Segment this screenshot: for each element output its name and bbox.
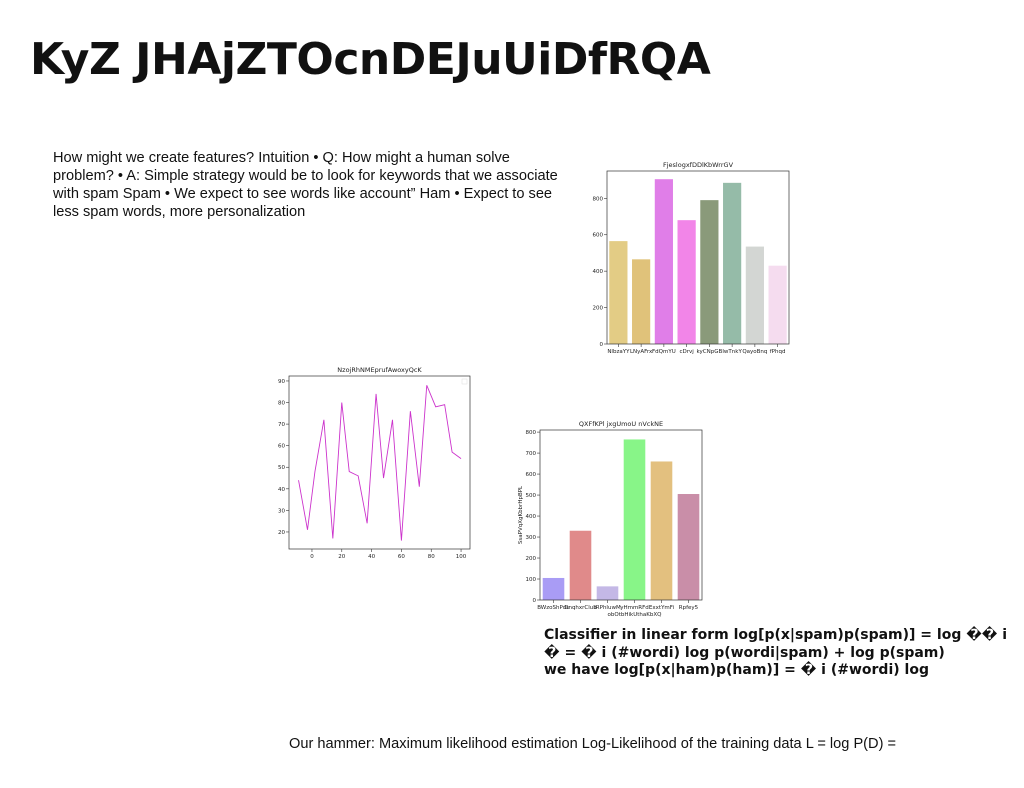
x-tick-label: LNyAFrx — [630, 349, 653, 355]
y-tick-label: 400 — [526, 514, 537, 520]
legend-box — [461, 378, 468, 385]
y-tick-label: 500 — [526, 493, 537, 499]
formula-line: we have log[p(x|ham)p(ham)] = � i (#word… — [544, 662, 929, 678]
x-tick-label: ExxtYmFi — [649, 605, 675, 611]
x-tick-label: DnqhxrClub — [564, 605, 597, 611]
x-tick-label-part: ExxtYmFi — [649, 605, 675, 611]
x-tick-label-part: yHmmRFd — [620, 605, 649, 611]
bar — [569, 530, 592, 600]
formula-line: Classifier in linear form log[p(x|spam)p… — [544, 627, 1008, 643]
bar — [623, 439, 646, 600]
x-tick-label: 60 — [398, 554, 405, 560]
x-tick-label: BWzoShPdu — [537, 605, 570, 611]
y-axis-label: SsaPVqXgKbbrHpBPL — [518, 485, 524, 544]
plot-frame — [606, 170, 790, 345]
slide-title: KyZ JHAjZTOcnDEJuUiDfRQA — [30, 34, 711, 85]
x-tick-label-part: FdQmYU — [652, 349, 676, 355]
x-tick-label: Rpfey5 — [679, 605, 699, 611]
bar — [596, 586, 619, 600]
x-tick-label: 80 — [428, 554, 435, 560]
y-tick-label: 0 — [600, 342, 604, 348]
chart-title: QXFfKPl jxgUmoU nVckNE — [579, 420, 663, 428]
y-tick-label: 40 — [278, 487, 285, 493]
line-series — [298, 385, 462, 541]
bar — [654, 179, 673, 344]
x-tick-label-part: fPhqd — [770, 349, 786, 355]
chart: FjeslogxfDDlKbWrrGV 0 200 400 600 800 NlbzaYY L… — [593, 161, 790, 355]
x-tick-label: cDrvj — [679, 349, 694, 355]
x-tick-label-part: BWzoShPdu — [537, 605, 570, 611]
y-tick-label: 60 — [278, 444, 285, 450]
y-tick-label: 20 — [278, 530, 285, 536]
y-tick-label: 50 — [278, 465, 285, 471]
y-tick-label: 600 — [526, 472, 537, 478]
x-tick-label-part: lRPhluwM — [594, 605, 621, 611]
x-tick-label-part: QayoBnq — [742, 349, 767, 355]
y-tick-label: 80 — [278, 401, 285, 407]
y-tick-label: 200 — [526, 556, 537, 562]
bar — [609, 241, 628, 344]
paragraph: How might we create features? Intuition … — [53, 150, 558, 220]
x-tick-label: 100 — [456, 554, 467, 560]
x-tick-label: 20 — [338, 554, 345, 560]
x-tick-label-part: Rpfey5 — [679, 605, 699, 611]
y-tick-label: 700 — [526, 451, 537, 457]
bar — [677, 494, 700, 600]
x-tick-label-part: cDrvj — [679, 349, 694, 355]
bar — [650, 461, 673, 600]
bar — [745, 246, 764, 344]
x-tick-label-part: NlbzaYY — [607, 349, 630, 355]
y-tick-label: 100 — [526, 577, 537, 583]
chart-title: FjeslogxfDDlKbWrrGV — [663, 161, 734, 169]
bar — [723, 182, 742, 344]
x-tick-label-part: DnqhxrClub — [564, 605, 597, 611]
chart: NzojRhNMEprufAwoxyQcK 20 30 40 50 60 70 80 90 0 20… — [278, 366, 471, 560]
x-tick-label: QayoBnq — [742, 349, 767, 355]
y-tick-label: 400 — [593, 269, 604, 275]
y-tick-label: 90 — [278, 379, 285, 385]
chart-title: NzojRhNMEprufAwoxyQcK — [337, 366, 422, 374]
x-tick-label: FdQmYU — [652, 349, 676, 355]
formula-line: � = � i (#wordi) log p(wordi|spam) + log… — [544, 644, 945, 661]
chart: QXFfKPl jxgUmoU nVckNE SsaPVqXgKbbrHpBPL 0… — [518, 420, 703, 618]
y-tick-label: 800 — [526, 430, 537, 436]
y-tick-label: 0 — [533, 598, 537, 604]
x-tick-label: fPhqd — [770, 349, 786, 355]
bar — [768, 265, 787, 344]
x-tick-label: lwTnkY — [722, 349, 742, 355]
x-tick-label-part: lwTnkY — [722, 349, 742, 355]
x-tick-label: yHmmRFd obOtbHikUthaKbXQ — [608, 605, 663, 618]
y-tick-label: 800 — [593, 196, 604, 202]
x-tick-label-part: kyCNpGB — [697, 349, 723, 355]
x-tick-label: 40 — [368, 554, 375, 560]
footer-text: Our hammer: Maximum likelihood estimatio… — [289, 736, 897, 752]
y-tick-label: 300 — [526, 535, 537, 541]
x-tick-label: 0 — [310, 554, 314, 560]
formula-block: Classifier in linear form log[p(x|spam)p… — [544, 627, 1007, 680]
y-tick-label: 70 — [278, 422, 285, 428]
bar — [677, 220, 696, 344]
bar — [542, 577, 565, 600]
x-tick-label: kyCNpGB — [697, 349, 723, 355]
y-tick-label: 200 — [593, 306, 604, 312]
y-tick-label: 30 — [278, 508, 285, 514]
x-tick-label-part: LNyAFrx — [630, 349, 653, 355]
bar — [632, 259, 651, 344]
x-tick-label: NlbzaYY — [607, 349, 630, 355]
plot-frame — [288, 375, 471, 550]
x-tick-label: lRPhluwM — [594, 605, 621, 611]
x-tick-label-part: obOtbHikUthaKbXQ — [608, 612, 663, 618]
plot-frame — [539, 429, 703, 601]
bar — [700, 200, 719, 344]
y-tick-label: 600 — [593, 233, 604, 239]
